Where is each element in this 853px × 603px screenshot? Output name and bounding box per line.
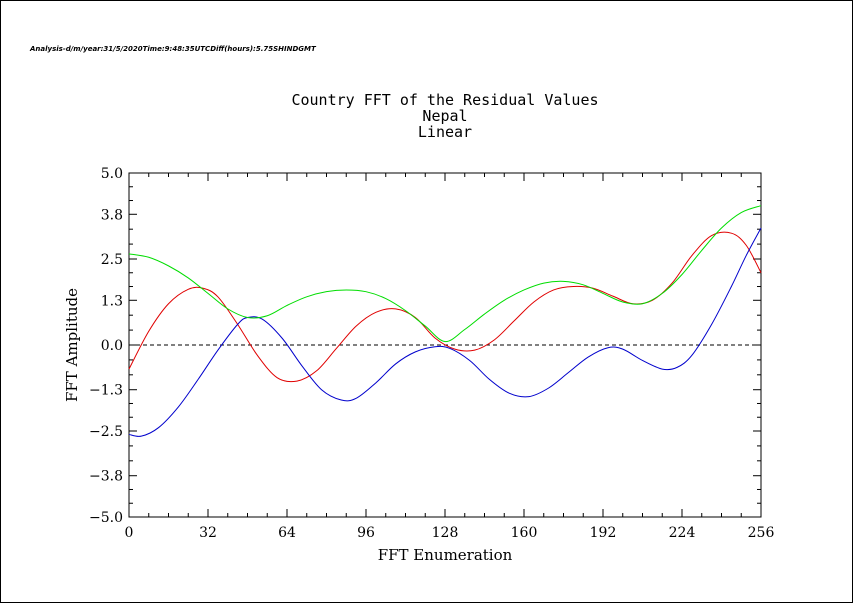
analysis-meta-line: Analysis-d/m/year:31/5/2020Time:9:48:35U…: [30, 45, 316, 53]
x-tick-label: 128: [432, 525, 459, 541]
x-tick-label: 64: [278, 525, 296, 541]
x-tick-label: 32: [199, 525, 217, 541]
y-tick-label: 0.0: [101, 338, 123, 354]
y-tick-label: −5.0: [89, 510, 123, 526]
x-tick-label: 0: [125, 525, 134, 541]
x-tick-label: 192: [590, 525, 617, 541]
y-tick-label: 1.3: [101, 293, 123, 309]
x-tick-label: 256: [748, 525, 775, 541]
x-axis-label: FFT Enumeration: [378, 546, 513, 564]
y-tick-label: −3.8: [89, 469, 123, 485]
y-tick-label: −1.3: [89, 383, 123, 399]
y-tick-label: 5.0: [101, 166, 123, 182]
y-tick-label: 3.8: [101, 207, 123, 223]
chart-subtitle-scale: Linear: [417, 123, 473, 141]
chart-title: Country FFT of the Residual Values: [291, 91, 599, 109]
series-line-green: [128, 205, 762, 343]
chart-titles: Country FFT of the Residual Values Nepal…: [245, 92, 645, 140]
series-line-blue: [128, 227, 762, 437]
y-tick-label: 2.5: [101, 252, 123, 268]
series-line-red: [128, 231, 762, 383]
x-tick-label: 96: [357, 525, 375, 541]
x-tick-label: 160: [511, 525, 538, 541]
y-tick-label: −2.5: [89, 424, 123, 440]
x-tick-label: 224: [669, 525, 696, 541]
chart-subtitle-country: Nepal: [422, 107, 468, 125]
y-axis-label: FFT Amplitude: [63, 288, 81, 402]
